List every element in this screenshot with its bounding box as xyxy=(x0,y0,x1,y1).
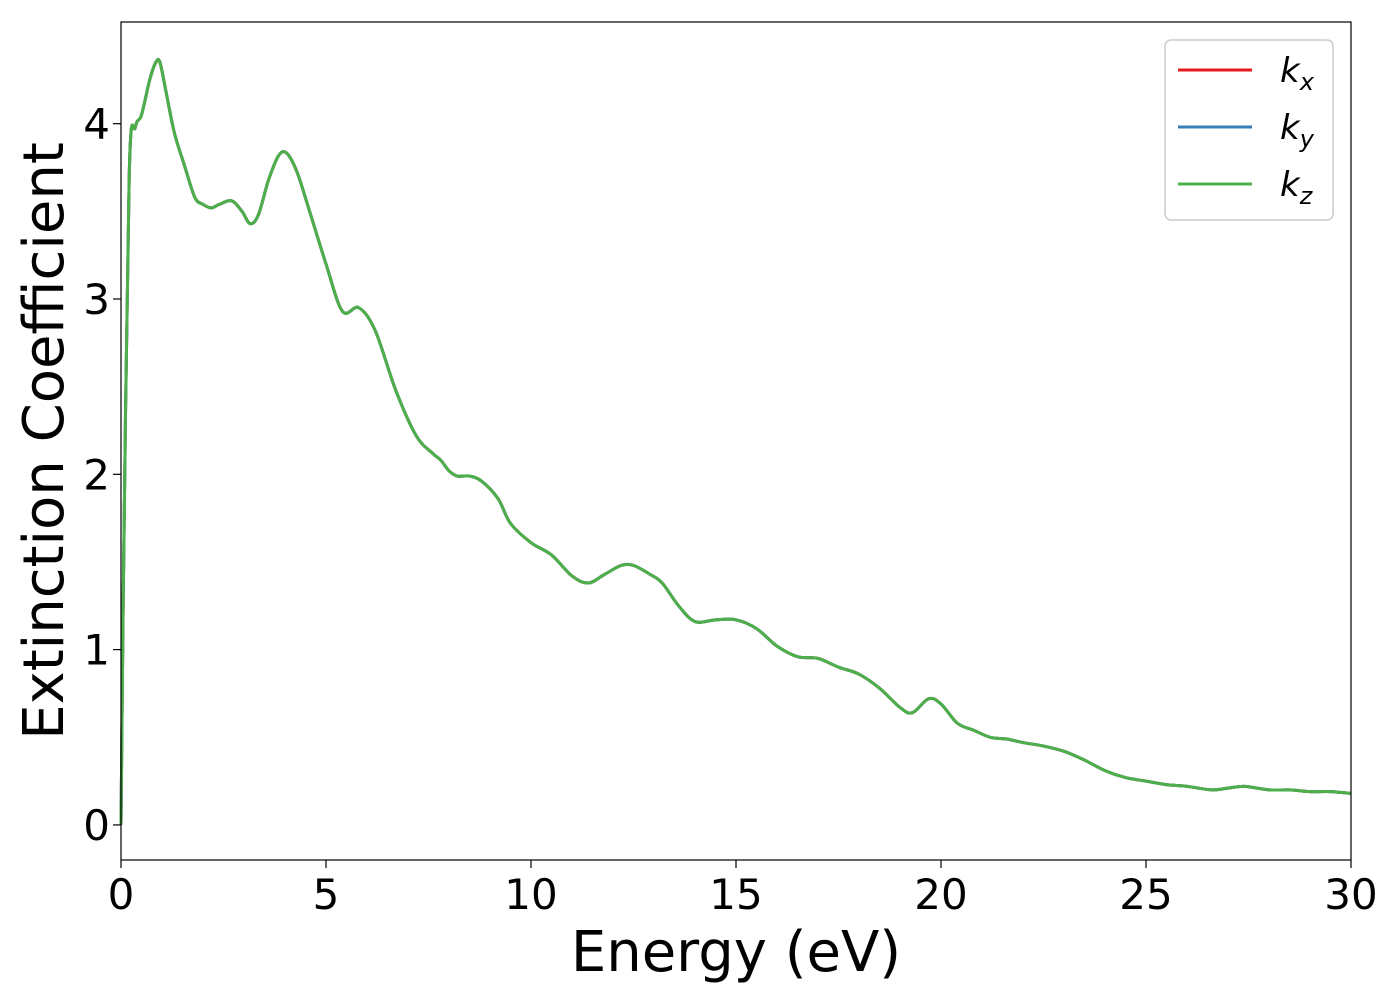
x-tick-label: 30 xyxy=(1324,870,1377,919)
x-tick-label: 0 xyxy=(108,870,135,919)
y-tick-label: 3 xyxy=(83,275,110,324)
x-tick-label: 25 xyxy=(1119,870,1172,919)
y-tick-label: 4 xyxy=(83,100,110,149)
legend-frame xyxy=(1164,39,1334,221)
x-tick-label: 20 xyxy=(914,870,967,919)
x-tick-label: 15 xyxy=(709,870,762,919)
y-axis: 0 1 2 3 4 xyxy=(83,100,121,850)
legend: kx ky kz xyxy=(1164,39,1334,221)
x-tick-label: 10 xyxy=(504,870,557,919)
y-axis-label: Extinction Coefficient xyxy=(12,142,77,740)
y-tick-label: 0 xyxy=(83,801,110,850)
x-axis: 0 5 10 15 20 25 30 xyxy=(108,860,1378,919)
legend-label-x: kx xyxy=(1280,51,1315,96)
series-line-z xyxy=(119,57,1352,825)
legend-label-z: kz xyxy=(1280,165,1314,210)
series-layer xyxy=(119,57,1352,825)
x-axis-label: Energy (eV) xyxy=(571,920,901,985)
y-tick-label: 2 xyxy=(83,450,110,499)
legend-label-y: ky xyxy=(1280,108,1315,153)
y-tick-label: 1 xyxy=(83,626,110,675)
x-tick-label: 5 xyxy=(313,870,340,919)
